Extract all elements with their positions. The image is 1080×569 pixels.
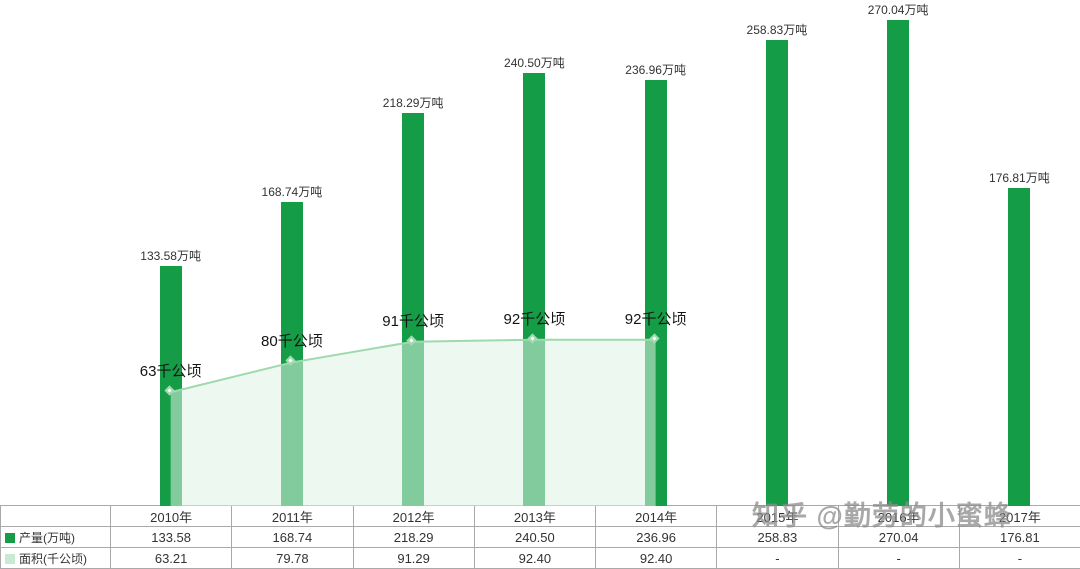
year-header: 2013年	[473, 505, 597, 527]
table-cell: 168.74	[231, 526, 354, 548]
table-cell: -	[837, 547, 960, 569]
table-cell: 92.40	[594, 547, 718, 569]
table-cell: 240.50	[473, 526, 597, 548]
year-header: 2015年	[716, 505, 839, 527]
area-value-label: 92千公顷	[503, 310, 566, 328]
bar-value-label: 176.81万吨	[989, 170, 1050, 185]
table-cell: 79.78	[231, 547, 354, 569]
bar-value-label: 270.04万吨	[867, 3, 929, 17]
bar-value-label: 240.50万吨	[504, 56, 565, 71]
table-cell: -	[716, 547, 839, 569]
bar-2016年	[887, 20, 910, 506]
year-header: 2017年	[958, 505, 1080, 527]
table-header-row: 2010年 2011年 2012年 2013年 2014年 2015年 2016年 2017年	[0, 505, 1080, 527]
bar-value-label: 168.74万吨	[261, 185, 323, 200]
bar-2015年	[765, 40, 788, 506]
table-cell: 91.29	[352, 547, 475, 569]
table-cell: 92.40	[473, 547, 597, 569]
bar-2017年	[1008, 187, 1031, 506]
bar-2014年	[644, 79, 667, 506]
area-value-label: 63千公顷	[139, 363, 202, 381]
table-cell: 236.96	[594, 526, 718, 548]
bar-value-label: 236.96万吨	[625, 62, 686, 77]
plot-area: 133.58万吨 168.74万吨 218.29万吨 240.50万吨 236.96万吨…	[139, 3, 1050, 506]
table-cell: 63.21	[109, 547, 233, 569]
area-value-label: 91千公顷	[382, 312, 444, 330]
year-header: 2010年	[109, 505, 233, 527]
bar-2011年	[280, 202, 303, 506]
bar-value-label: 218.29万吨	[382, 96, 444, 111]
table-cell: 133.58	[109, 526, 233, 548]
table-row: 面积(千公顷) 63.21 79.78 91.29 92.40 92.40- - -	[0, 547, 1080, 569]
bar-value-label: 258.83万吨	[746, 23, 808, 38]
production-legend-swatch	[5, 532, 15, 543]
year-header: 2011年	[231, 505, 354, 527]
legend-label: 产量(万吨)	[19, 530, 75, 545]
year-header: 2014年	[594, 505, 718, 527]
table-cell: 218.29	[352, 526, 475, 548]
data-table: 2010年 2011年 2012年 2013年 2014年 2015年 2016年 2017年…	[0, 505, 1080, 569]
watermark: 知乎 @勤劳的小蜜蜂	[752, 501, 1012, 531]
area-value-label: 92千公顷	[624, 310, 687, 328]
bar-2013年	[523, 73, 546, 506]
area-legend-swatch	[5, 553, 15, 564]
year-header: 2012年	[352, 505, 475, 527]
table-cell: -	[958, 547, 1080, 569]
area-value-label: 80千公顷	[261, 333, 323, 351]
table-corner-cell	[0, 505, 111, 527]
legend-cell: 面积(千公顷)	[0, 547, 111, 569]
legend-cell: 产量(万吨)	[0, 526, 111, 548]
table-row: 产量(万吨) 133.58 168.74 218.29 240.50 236.96 258.…	[0, 526, 1080, 548]
table-cell: 258.83	[716, 526, 839, 548]
bar-value-label: 133.58万吨	[140, 248, 201, 263]
legend-label: 面积(千公顷)	[19, 551, 87, 566]
